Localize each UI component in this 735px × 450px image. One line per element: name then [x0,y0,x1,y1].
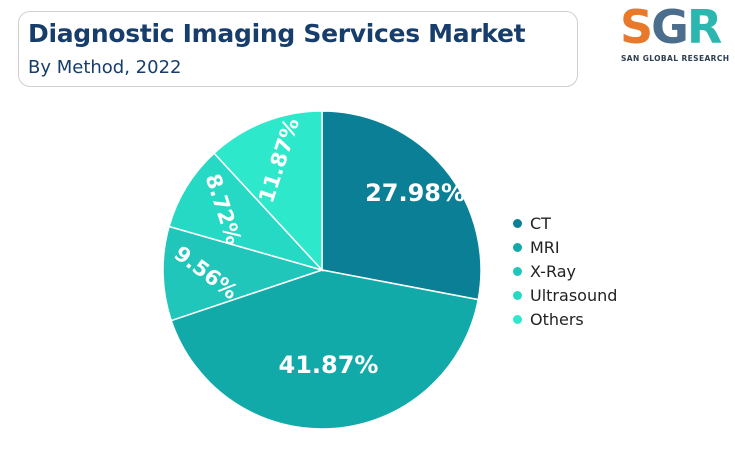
legend-swatch [513,242,522,252]
pie-slice-x-ray [162,225,325,322]
sgr-logo: SGR SAN GLOBAL RESEARCH [620,4,729,72]
legend-item-ultrasound: Ultrasound [513,283,617,307]
title-box: Diagnostic Imaging Services Market By Me… [18,11,578,87]
logo-letter-g: G [651,0,689,54]
chart-legend: CT MRI X-Ray Ultrasound Others [513,211,617,331]
logo-letters: SGR [620,4,722,50]
legend-item-others: Others [513,307,617,331]
chart-title: Diagnostic Imaging Services Market [28,19,526,48]
pie-slice-ultrasound [168,152,325,272]
legend-label: Ultrasound [530,285,618,305]
pie-slice-mri [170,269,480,430]
legend-swatch [513,314,522,324]
logo-company-name: SAN GLOBAL RESEARCH [621,54,730,63]
legend-item-ct: CT [513,211,617,235]
legend-label: MRI [530,237,560,257]
data-label-ct: 27.98% [365,179,465,207]
legend-swatch [513,290,522,300]
legend-label: Others [530,309,584,329]
data-label-mri: 41.87% [279,351,379,379]
legend-item-x-ray: X-Ray [513,259,617,283]
legend-swatch [513,266,522,276]
legend-label: CT [530,213,551,233]
legend-label: X-Ray [530,261,576,281]
pie-slice-others [213,110,323,272]
legend-swatch [513,218,522,228]
chart-subtitle: By Method, 2022 [28,57,182,78]
pie-slice-ct [321,110,482,301]
logo-letter-r: R [686,0,722,54]
logo-letter-s: S [620,0,653,54]
legend-item-mri: MRI [513,235,617,259]
